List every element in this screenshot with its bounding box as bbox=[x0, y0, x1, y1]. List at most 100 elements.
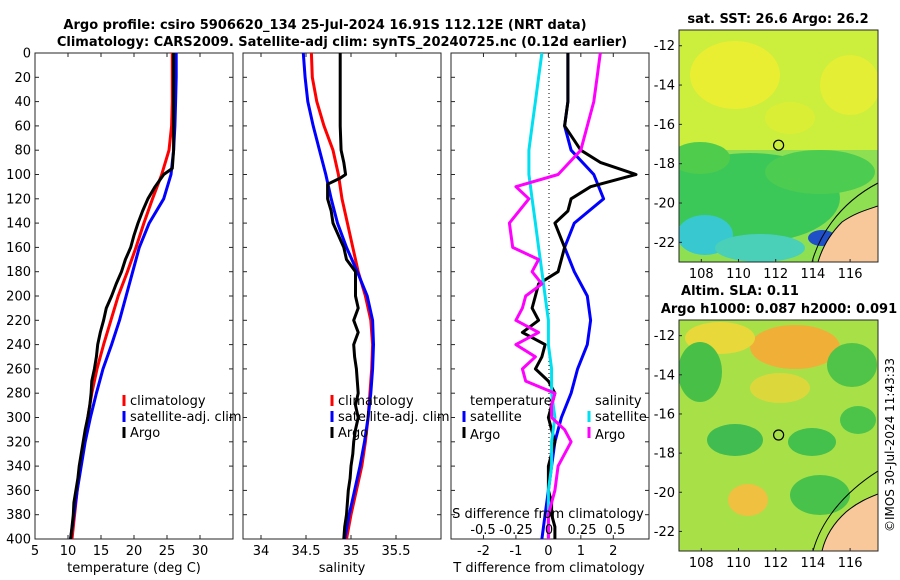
x-tick-label: 10 bbox=[60, 544, 77, 559]
y-tick-label: -14 bbox=[654, 368, 675, 383]
secondary-tick-label: -0.25 bbox=[499, 523, 533, 538]
sst-cyan-patch bbox=[715, 234, 805, 262]
y-tick-label: -14 bbox=[654, 79, 675, 94]
x-tick-label: 34.5 bbox=[292, 544, 321, 559]
y-tick-label: 200 bbox=[6, 290, 31, 305]
sla-map-y-ticks: -12 -14 -16 -18 -20 -22 bbox=[654, 329, 682, 540]
y-tick-label: 300 bbox=[6, 411, 31, 426]
sst-yellow-patch bbox=[820, 55, 878, 115]
sla-map-field bbox=[679, 320, 878, 551]
series-line-temperature-argo bbox=[520, 53, 638, 539]
x-tick-label: 34 bbox=[253, 544, 270, 559]
series-line-salinity-satellite bbox=[527, 53, 557, 539]
sla-green-patch bbox=[840, 406, 876, 434]
y-tick-label: -16 bbox=[654, 118, 675, 133]
temperature-axes-frame bbox=[34, 52, 234, 540]
salinity-series bbox=[301, 53, 375, 539]
sst-yellow-patch bbox=[765, 102, 815, 134]
secondary-tick-label: 0 bbox=[545, 523, 553, 538]
y-tick-label: -18 bbox=[654, 447, 675, 462]
sla-map-x-ticks: 108 110 112 114 116 bbox=[689, 548, 863, 571]
y-tick-label: 380 bbox=[6, 508, 31, 523]
sla-orange-patch bbox=[728, 484, 768, 516]
temperature-xlabel: temperature (deg C) bbox=[67, 561, 201, 576]
sla-green-patch bbox=[707, 424, 763, 456]
legend-salinity-heading: salinity bbox=[595, 394, 642, 409]
x-tick-label: 30 bbox=[192, 544, 209, 559]
x-tick-label: 15 bbox=[93, 544, 110, 559]
y-tick-label: 320 bbox=[6, 435, 31, 450]
legend-salinity-satellite-label: satellite bbox=[595, 410, 647, 425]
y-tick-label: -12 bbox=[654, 39, 675, 54]
coast-contour bbox=[812, 470, 878, 551]
y-tick-label: 160 bbox=[6, 241, 31, 256]
series-line-argo bbox=[69, 53, 176, 539]
difference-xlabel: T difference from climatology bbox=[452, 561, 645, 576]
y-tick-label: -20 bbox=[654, 197, 675, 212]
land bbox=[817, 205, 878, 262]
sla-map-subtitle: Argo h1000: 0.087 h2000: 0.091 bbox=[661, 302, 897, 317]
series-line-argo bbox=[326, 53, 360, 539]
x-tick-label: 108 bbox=[689, 556, 714, 571]
y-tick-label: 20 bbox=[14, 71, 31, 86]
y-tick-label: 220 bbox=[6, 314, 31, 329]
y-tick-label: -22 bbox=[654, 525, 675, 540]
temperature-series bbox=[69, 53, 178, 539]
x-tick-label: 110 bbox=[726, 267, 751, 282]
difference-x-ticks: -2 -1 0 1 2 bbox=[451, 52, 649, 559]
temperature-legend: climatology satellite-adj. clim Argo bbox=[122, 394, 242, 441]
y-tick-label: -18 bbox=[654, 157, 675, 172]
argo-float-marker bbox=[772, 429, 785, 441]
y-tick-label: 40 bbox=[14, 95, 31, 110]
y-tick-label: 280 bbox=[6, 387, 31, 402]
secondary-tick-label: -0.5 bbox=[470, 523, 495, 538]
x-tick-label: -1 bbox=[509, 544, 522, 559]
sla-green-patch bbox=[788, 428, 836, 456]
y-tick-label: 360 bbox=[6, 484, 31, 499]
x-tick-label: 5 bbox=[31, 544, 39, 559]
x-tick-label: 114 bbox=[800, 556, 825, 571]
x-tick-label: 35.5 bbox=[382, 544, 411, 559]
sla-map: Altim. SLA: 0.11 Argo h1000: 0.087 h2000… bbox=[654, 284, 897, 571]
sst-map-field bbox=[679, 30, 878, 262]
temperature-y-ticks: 0 20 40 60 80 100 120 140 160 180 200 220 240 260 280 3… bbox=[6, 47, 233, 548]
sst-map-title: sat. SST: 26.6 Argo: 26.2 bbox=[687, 12, 868, 27]
x-tick-label: 108 bbox=[689, 267, 714, 282]
sla-green-patch bbox=[679, 342, 722, 402]
legend-satellite-clim-label: satellite-adj. clim bbox=[338, 410, 450, 425]
x-tick-label: 116 bbox=[838, 267, 863, 282]
y-tick-label: -20 bbox=[654, 486, 675, 501]
sla-green-patch bbox=[790, 475, 850, 515]
temperature-panel: 0 20 40 60 80 100 120 140 160 180 200 220 240 260 280 3… bbox=[6, 47, 241, 577]
series-line-satellite-adj-clim bbox=[301, 53, 375, 539]
series-line-salinity-argo bbox=[507, 53, 602, 539]
y-tick-label: 140 bbox=[6, 217, 31, 232]
legend-argo-label: Argo bbox=[338, 426, 368, 441]
sst-yellow-patch bbox=[690, 41, 780, 109]
y-tick-label: 80 bbox=[14, 144, 31, 159]
salinity-x-ticks: 34 34.5 35 35.5 bbox=[243, 52, 441, 559]
y-tick-label: 180 bbox=[6, 265, 31, 280]
y-tick-label: 0 bbox=[23, 47, 31, 62]
sst-map: sat. SST: 26.6 Argo: 26.2 108 110 112 114 11… bbox=[654, 12, 879, 282]
sst-green-patch bbox=[765, 150, 875, 194]
figure-title-line1: Argo profile: csiro 5906620_134 25-Jul-2… bbox=[63, 18, 586, 33]
sla-orange-patch bbox=[750, 325, 840, 369]
x-tick-label: 112 bbox=[763, 267, 788, 282]
legend-satellite-clim-label: satellite-adj. clim bbox=[130, 410, 242, 425]
x-tick-label: 116 bbox=[838, 556, 863, 571]
x-tick-label: 0 bbox=[544, 544, 552, 559]
y-tick-label: 400 bbox=[6, 533, 31, 548]
land bbox=[821, 493, 878, 551]
legend-climatology-label: climatology bbox=[338, 394, 414, 409]
legend-temperature-satellite-label: satellite bbox=[470, 410, 522, 425]
sst-map-frame bbox=[678, 29, 879, 263]
difference-axes-frame bbox=[450, 52, 650, 540]
sla-green-patch bbox=[827, 343, 877, 387]
sla-map-frame bbox=[678, 319, 879, 552]
x-tick-label: 25 bbox=[159, 544, 176, 559]
imos-watermark: ©IMOS 30-Jul-2024 11:43:33 bbox=[883, 358, 897, 532]
temperature-x-ticks: 5 10 15 20 25 30 bbox=[31, 53, 208, 559]
coast-contour bbox=[811, 182, 878, 262]
